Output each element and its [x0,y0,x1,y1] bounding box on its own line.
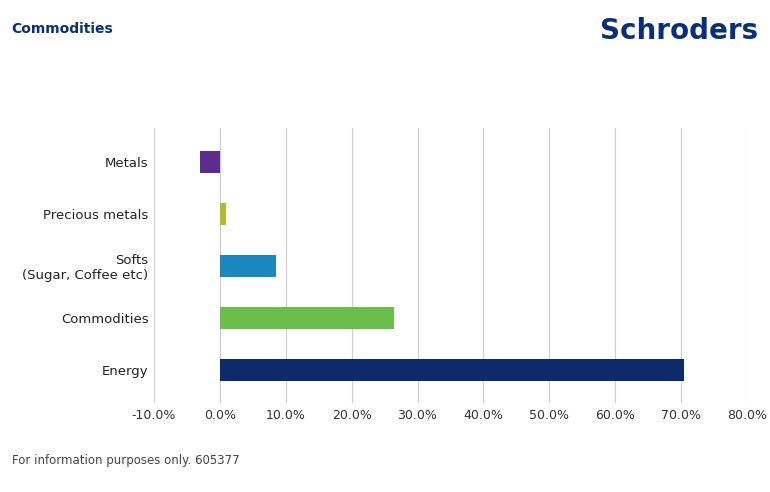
Text: Schroders: Schroders [601,17,758,45]
Text: For information purposes only. 605377: For information purposes only. 605377 [12,455,239,467]
Bar [220,203,226,225]
Text: Commodities: Commodities [12,22,113,36]
Bar [220,307,394,329]
Bar [200,151,220,173]
Bar [220,255,276,277]
Bar [220,359,685,381]
